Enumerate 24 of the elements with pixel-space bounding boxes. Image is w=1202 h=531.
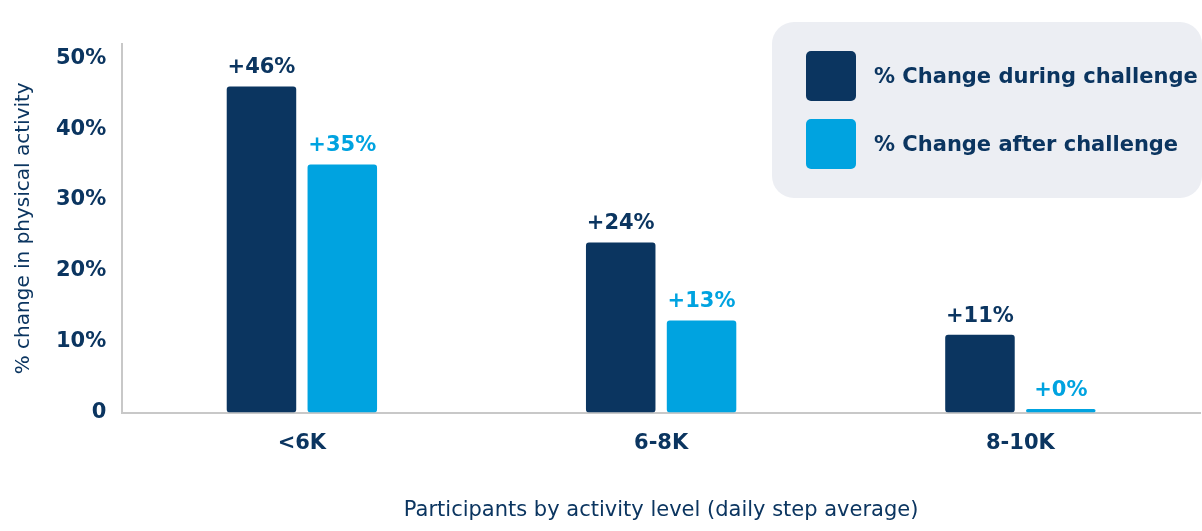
bar	[585, 242, 656, 413]
y-tick-label: 50%	[56, 44, 107, 69]
bar	[307, 164, 378, 413]
y-tick-label: 30%	[56, 186, 107, 211]
data-label: +0%	[1034, 377, 1088, 402]
legend-label: % Change during challenge	[874, 64, 1198, 88]
legend-label: % Change after challenge	[874, 132, 1179, 156]
x-tick-label: 8-10K	[985, 429, 1056, 454]
y-tick-label: 10%	[56, 328, 107, 353]
bar	[945, 334, 1015, 413]
data-label: +35%	[308, 132, 377, 157]
x-tick-label: 6-8K	[634, 429, 689, 454]
bar	[666, 320, 737, 413]
y-tick-label: 40%	[56, 115, 107, 140]
y-axis-title: % change in physical activity	[10, 82, 35, 375]
x-axis-title: Participants by activity level (daily step average)	[403, 496, 919, 521]
data-label: +13%	[667, 288, 736, 313]
y-tick-label: 20%	[56, 257, 107, 282]
bar	[226, 86, 297, 413]
y-tick-label: 0	[91, 399, 107, 424]
data-label: +46%	[227, 54, 296, 79]
data-label: +24%	[586, 210, 655, 235]
data-label: +11%	[946, 302, 1014, 327]
x-tick-label: <6K	[277, 429, 327, 454]
